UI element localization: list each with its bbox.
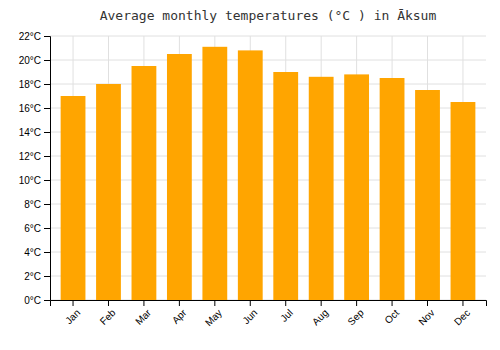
bar: [415, 90, 440, 300]
tick: Dec: [452, 300, 472, 327]
bar: [344, 74, 369, 300]
tick-label: Feb: [98, 307, 118, 327]
bar: [202, 47, 227, 300]
tick: May: [203, 300, 224, 328]
tick-mark: [392, 300, 393, 306]
axis-line: [44, 37, 51, 301]
tick: Oct: [382, 300, 401, 326]
x-axis: Jan Feb Mar Apr May Jun Jul Aug Sep Oct Nov Dec: [51, 300, 487, 328]
bars: [61, 47, 476, 300]
tick-mark: [44, 60, 50, 61]
tick-label: Apr: [170, 307, 189, 326]
tick: Apr: [170, 300, 189, 326]
title: Average monthly temperatures (°C ) in Āk…: [100, 8, 437, 23]
tick-label: 22°C: [19, 31, 41, 42]
bar: [451, 102, 476, 300]
tick-label: 12°C: [19, 151, 41, 162]
tick: Mar: [133, 300, 153, 327]
y-axis: 0°C 2°C 4°C 6°C 8°C 10°C 12°C 14°C 16°C 18°C 20°C 2…: [19, 31, 51, 306]
tick-label: Aug: [310, 307, 330, 327]
tick-mark: [44, 132, 50, 133]
tick: 8°C: [24, 199, 50, 210]
tick-mark: [462, 300, 463, 306]
bar: [167, 54, 192, 300]
bar: [309, 77, 334, 300]
tick: 16°C: [19, 103, 50, 114]
tick: 12°C: [19, 151, 50, 162]
tick-mark: [44, 180, 50, 181]
tick: 18°C: [19, 79, 50, 90]
bar: [132, 66, 157, 300]
tick-mark: [44, 84, 50, 85]
tick-mark: [179, 300, 180, 306]
tick-mark: [44, 108, 50, 109]
bar: [273, 72, 298, 300]
tick: Jul: [278, 300, 295, 324]
tick-mark: [44, 300, 50, 301]
tick: Jan: [63, 300, 82, 326]
tick-mark: [44, 36, 50, 37]
tick-label: Nov: [416, 307, 436, 327]
tick-label: 18°C: [19, 79, 41, 90]
tick-label: 2°C: [24, 271, 41, 282]
grid: [50, 36, 486, 300]
tick: 4°C: [24, 247, 50, 258]
tick-mark: [427, 300, 428, 306]
tick-mark: [73, 300, 74, 306]
tick-mark: [356, 300, 357, 306]
tick: Sep: [345, 300, 366, 327]
tick: 10°C: [19, 175, 50, 186]
tick-label: 10°C: [19, 175, 41, 186]
tick-label: Jun: [240, 307, 259, 326]
tick-label: Jul: [278, 307, 295, 324]
tick: Nov: [416, 300, 436, 327]
tick-label: Dec: [452, 307, 472, 327]
tick: Jun: [240, 300, 259, 326]
tick-label: 6°C: [24, 223, 41, 234]
tick: 2°C: [24, 271, 50, 282]
tick-label: 20°C: [19, 55, 41, 66]
tick-label: Jan: [63, 307, 82, 326]
tick: 20°C: [19, 55, 50, 66]
tick: 6°C: [24, 223, 50, 234]
tick-mark: [143, 300, 144, 306]
tick: 22°C: [19, 31, 50, 42]
tick-mark: [285, 300, 286, 306]
tick-mark: [214, 300, 215, 306]
tick: 14°C: [19, 127, 50, 138]
grid-line: [50, 36, 486, 37]
tick-label: May: [203, 307, 224, 328]
tick-label: 14°C: [19, 127, 41, 138]
tick: Feb: [98, 300, 118, 327]
bar: [238, 50, 263, 300]
tick-mark: [44, 156, 50, 157]
bar: [380, 78, 405, 300]
grid-line: [50, 60, 486, 61]
tick-mark: [108, 300, 109, 306]
tick-label: 0°C: [24, 295, 41, 306]
tick-label: 8°C: [24, 199, 41, 210]
tick-mark: [250, 300, 251, 306]
tick-label: 16°C: [19, 103, 41, 114]
tick-label: Sep: [345, 307, 366, 328]
axis-line: [51, 301, 487, 307]
tick-mark: [44, 204, 50, 205]
chart: 0°C 2°C 4°C 6°C 8°C 10°C 12°C 14°C 16°C 18°C 20°C 2…: [0, 0, 500, 350]
tick-label: 4°C: [24, 247, 41, 258]
tick: 0°C: [24, 295, 50, 306]
tick: Aug: [310, 300, 330, 327]
bar: [61, 96, 86, 300]
plot: 0°C 2°C 4°C 6°C 8°C 10°C 12°C 14°C 16°C 18°C 20°C 2…: [19, 31, 487, 329]
tick-mark: [44, 252, 50, 253]
bar: [96, 84, 121, 300]
tick-label: Mar: [133, 307, 153, 327]
tick-mark: [44, 228, 50, 229]
tick-label: Oct: [382, 307, 401, 326]
tick-mark: [44, 276, 50, 277]
tick-mark: [321, 300, 322, 306]
